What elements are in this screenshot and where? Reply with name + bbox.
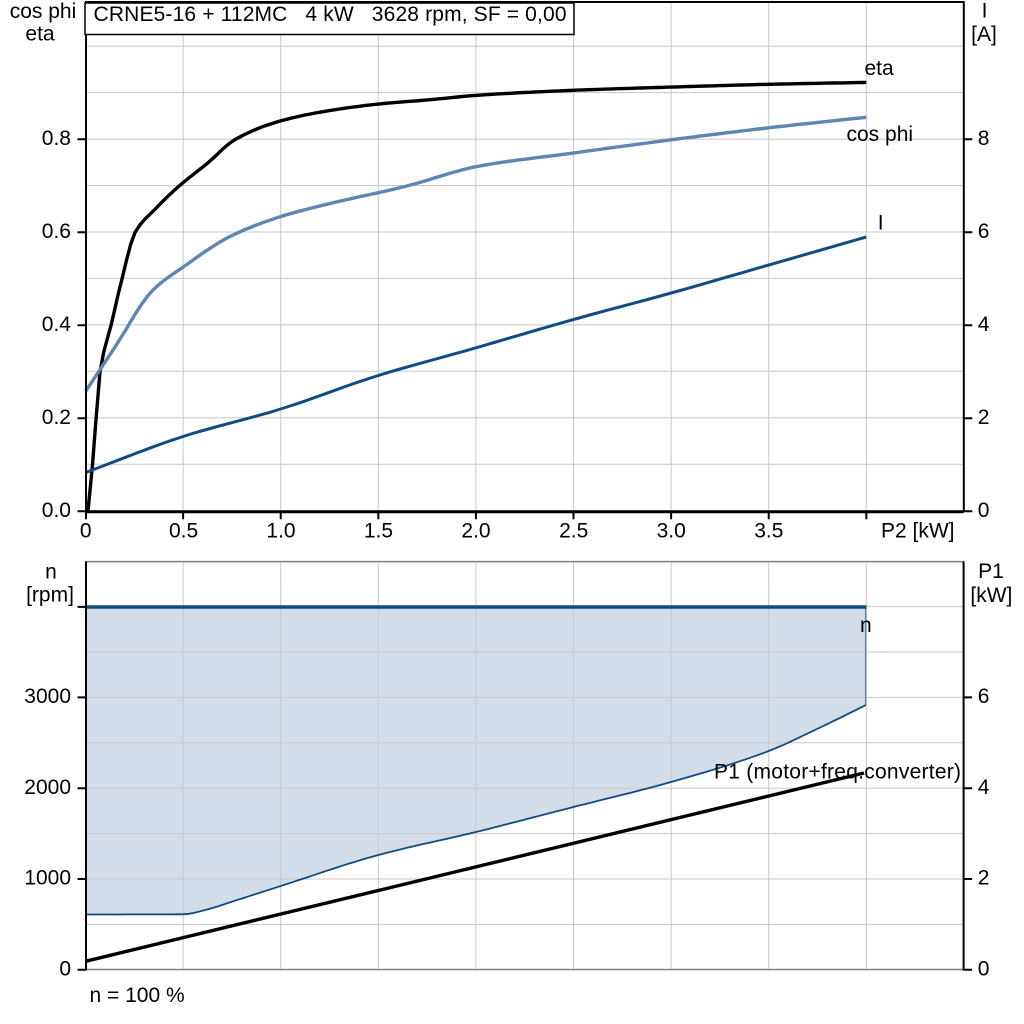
svg-text:0.8: 0.8	[42, 127, 71, 150]
svg-text:I: I	[878, 211, 884, 234]
svg-text:0.4: 0.4	[42, 313, 72, 336]
svg-text:I: I	[982, 0, 988, 22]
svg-text:3.0: 3.0	[657, 519, 686, 542]
svg-text:2: 2	[978, 406, 990, 429]
svg-text:P2 [kW]: P2 [kW]	[881, 519, 955, 542]
svg-text:0.0: 0.0	[42, 499, 71, 522]
svg-text:2.0: 2.0	[461, 519, 490, 542]
svg-text:CRNE5-16 + 112MC 4 kW 3628: CRNE5-16 + 112MC 4 kW 3628 rpm, SF = 0,0…	[94, 3, 567, 26]
svg-text:P1: P1	[978, 560, 1004, 583]
svg-text:0: 0	[978, 957, 990, 980]
svg-text:4: 4	[978, 776, 990, 799]
svg-text:P1 (motor+freq.converter): P1 (motor+freq.converter)	[714, 761, 961, 784]
svg-text:cos phi: cos phi	[10, 0, 77, 23]
svg-text:eta: eta	[25, 22, 55, 45]
svg-text:0: 0	[59, 957, 71, 980]
svg-text:8: 8	[978, 127, 990, 150]
svg-text:4: 4	[978, 313, 990, 336]
svg-text:cos phi: cos phi	[847, 123, 914, 146]
svg-text:6: 6	[978, 685, 990, 708]
svg-text:3.5: 3.5	[754, 519, 783, 542]
svg-text:2.5: 2.5	[559, 519, 588, 542]
svg-text:2: 2	[978, 867, 990, 890]
svg-text:6: 6	[978, 220, 990, 243]
svg-text:1000: 1000	[24, 867, 71, 890]
svg-text:n: n	[860, 614, 872, 637]
svg-text:0.5: 0.5	[169, 519, 198, 542]
svg-text:[rpm]: [rpm]	[26, 583, 74, 606]
svg-text:0: 0	[978, 499, 990, 522]
svg-text:n: n	[45, 560, 57, 583]
svg-text:0.6: 0.6	[42, 220, 71, 243]
svg-text:3000: 3000	[24, 685, 71, 708]
svg-text:[kW]: [kW]	[970, 584, 1012, 607]
svg-text:2000: 2000	[24, 776, 71, 799]
svg-text:1.0: 1.0	[266, 519, 295, 542]
svg-text:[A]: [A]	[971, 23, 997, 46]
svg-text:1.5: 1.5	[364, 519, 393, 542]
svg-text:0: 0	[80, 519, 92, 542]
svg-text:0.2: 0.2	[42, 406, 71, 429]
svg-text:n = 100 %: n = 100 %	[90, 984, 185, 1007]
svg-text:eta: eta	[865, 57, 895, 80]
